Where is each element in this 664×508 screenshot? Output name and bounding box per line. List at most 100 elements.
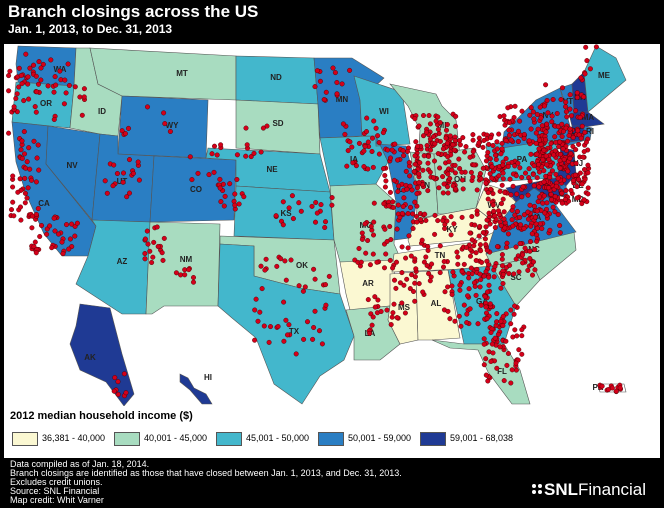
branch-closing-marker xyxy=(548,140,554,146)
branch-closing-marker xyxy=(312,276,318,282)
branch-closing-marker xyxy=(508,192,514,198)
branch-closing-marker xyxy=(514,191,520,197)
branch-closing-marker xyxy=(464,320,470,326)
branch-closing-marker xyxy=(531,183,537,189)
branch-closing-marker xyxy=(59,239,65,245)
branch-closing-marker xyxy=(550,97,556,103)
branch-closing-marker xyxy=(560,146,566,152)
branch-closing-marker xyxy=(36,167,42,173)
branch-closing-marker xyxy=(332,70,338,76)
branch-closing-marker xyxy=(407,286,413,292)
branch-closing-marker xyxy=(574,195,580,201)
branch-closing-marker xyxy=(423,129,429,135)
branch-closing-marker xyxy=(330,65,336,71)
branch-closing-marker xyxy=(122,131,128,137)
branch-closing-marker xyxy=(599,383,605,389)
branch-closing-marker xyxy=(374,259,380,265)
branch-closing-marker xyxy=(286,322,292,328)
branch-closing-marker xyxy=(364,115,370,121)
branch-closing-marker xyxy=(487,301,493,307)
branch-closing-marker xyxy=(313,219,319,225)
branch-closing-marker xyxy=(450,269,456,275)
branch-closing-marker xyxy=(66,83,72,89)
state-label: MI xyxy=(438,121,447,130)
branch-closing-marker xyxy=(187,154,193,160)
branch-closing-marker xyxy=(521,225,527,231)
branch-closing-marker xyxy=(381,166,387,172)
branch-closing-marker xyxy=(388,155,394,161)
branch-closing-marker xyxy=(501,216,507,222)
branch-closing-marker xyxy=(454,249,460,255)
branch-closing-marker xyxy=(568,151,574,157)
branch-closing-marker xyxy=(394,259,400,265)
branch-closing-marker xyxy=(488,330,494,336)
branch-closing-marker xyxy=(11,104,17,110)
note-exclusion: Excludes credit unions. xyxy=(10,477,103,487)
branch-closing-marker xyxy=(145,241,151,247)
branch-closing-marker xyxy=(483,304,489,310)
branch-closing-marker xyxy=(469,213,475,219)
branch-closing-marker xyxy=(305,319,311,325)
branch-closing-marker xyxy=(471,243,477,249)
branch-closing-marker xyxy=(34,155,40,161)
branch-closing-marker xyxy=(427,169,433,175)
branch-closing-marker xyxy=(10,199,16,205)
branch-closing-marker xyxy=(500,323,506,329)
snl-logo-icon xyxy=(532,484,542,494)
branch-closing-marker xyxy=(310,336,316,342)
branch-closing-marker xyxy=(617,385,623,391)
state-label: OK xyxy=(296,261,308,270)
branch-closing-marker xyxy=(484,247,490,253)
branch-closing-marker xyxy=(417,160,423,166)
branch-closing-marker xyxy=(234,176,240,182)
branch-closing-marker xyxy=(323,302,329,308)
branch-closing-marker xyxy=(537,221,543,227)
branch-closing-marker xyxy=(497,114,503,120)
branch-closing-marker xyxy=(347,67,353,73)
branch-closing-marker xyxy=(544,200,550,206)
branch-closing-marker xyxy=(519,174,525,180)
branch-closing-marker xyxy=(404,276,410,282)
branch-closing-marker xyxy=(296,283,302,289)
branch-closing-marker xyxy=(424,263,430,269)
branch-closing-marker xyxy=(13,96,19,102)
state-label: NV xyxy=(66,161,78,170)
map-title: Branch closings across the US xyxy=(8,2,259,21)
note-definition: Branch closings are identified as those … xyxy=(10,468,402,478)
branch-closing-marker xyxy=(538,141,544,147)
branch-closing-marker xyxy=(29,177,35,183)
branch-closing-marker xyxy=(415,143,421,149)
branch-closing-marker xyxy=(395,202,401,208)
branch-closing-marker xyxy=(448,214,454,220)
branch-closing-marker xyxy=(460,135,466,141)
branch-closing-marker xyxy=(557,158,563,164)
branch-closing-marker xyxy=(371,232,377,238)
branch-closing-marker xyxy=(370,314,376,320)
branch-closing-marker xyxy=(492,335,498,341)
branch-closing-marker xyxy=(432,231,438,237)
branch-closing-marker xyxy=(544,121,550,127)
branch-closing-marker xyxy=(513,173,519,179)
branch-closing-marker xyxy=(505,231,511,237)
branch-closing-marker xyxy=(481,336,487,342)
branch-closing-marker xyxy=(485,190,491,196)
branch-closing-marker xyxy=(587,66,593,72)
branch-closing-marker xyxy=(519,351,525,357)
branch-closing-marker xyxy=(549,113,555,119)
branch-closing-marker xyxy=(492,263,498,269)
branch-closing-marker xyxy=(30,213,36,219)
branch-closing-marker xyxy=(278,256,284,262)
branch-closing-marker xyxy=(382,226,388,232)
branch-closing-marker xyxy=(435,151,441,157)
branch-closing-marker xyxy=(25,74,31,80)
branch-closing-marker xyxy=(263,256,269,262)
branch-closing-marker xyxy=(466,275,472,281)
branch-closing-marker xyxy=(48,57,54,63)
branch-closing-marker xyxy=(559,190,565,196)
brand-suffix: Financial xyxy=(578,480,647,499)
branch-closing-marker xyxy=(130,170,136,176)
branch-closing-marker xyxy=(573,160,579,166)
branch-closing-marker xyxy=(10,173,16,179)
branch-closing-marker xyxy=(16,84,22,90)
branch-closing-marker xyxy=(429,261,435,267)
